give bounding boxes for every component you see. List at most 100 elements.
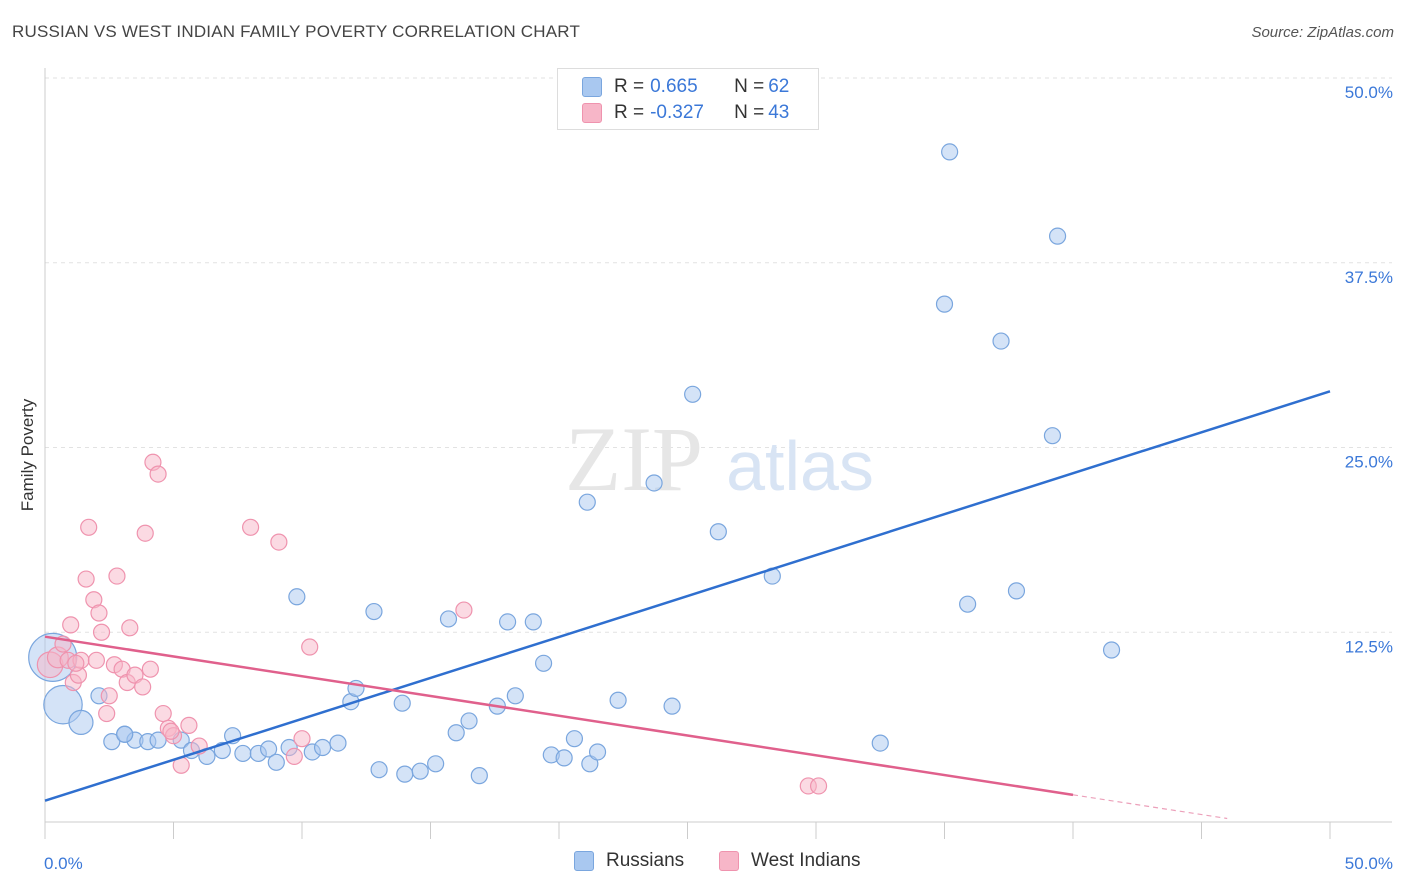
source-label: Source: ZipAtlas.com [1251,24,1394,41]
trend-lines [44,390,1331,820]
russian-point [992,332,1010,350]
russian-point [941,143,959,161]
west-indian-point [92,623,111,641]
russian-point [506,687,524,705]
west-indian-point [108,567,126,585]
russian-point [959,595,977,613]
west-indians-trend-extension [1072,794,1228,820]
russian-point [524,613,542,631]
russian-point [439,610,458,628]
russians-trend-line [44,390,1331,802]
russian-point [313,738,332,757]
russian-point [103,733,121,751]
russian-point [68,709,94,736]
west-indian-point [293,730,311,748]
correlation-legend: R = 0.665 N = 62 R = -0.327 N = 43 [557,68,819,130]
axes [44,68,1392,839]
y-tick-label: 50.0% [1345,83,1393,102]
russian-point [1102,641,1121,659]
west-indian-point [77,570,95,588]
west-indian-point [67,654,85,672]
russian-point [581,755,599,773]
legend-label-russians: Russians [606,850,685,871]
russian-point [871,734,889,752]
russian-point [470,767,488,785]
n-label: N = [734,76,765,97]
r-value: 0.665 [650,76,698,97]
west-indian-point [180,716,198,734]
russian-point [935,295,954,313]
legend-row-west-indians: R = -0.327 N = 43 [582,100,789,126]
west-indian-point [90,604,108,622]
west-indian-point [134,678,152,696]
russian-point [116,725,134,743]
x-tick-label: 0.0% [44,854,83,873]
russian-point [609,691,627,709]
y-tick-label: 25.0% [1345,453,1393,472]
west-indian-point [62,616,80,634]
r-label: R = [614,102,645,123]
y-tick-label: 37.5% [1345,268,1393,287]
russian-point [555,749,573,767]
russian-point [267,753,285,771]
russian-point [565,730,584,748]
west-indian-point [87,651,106,669]
west-indian-point [149,465,167,483]
russian-point [234,744,252,763]
n-label: N = [734,102,765,123]
russian-point [499,613,517,631]
west-indian-point [121,619,139,637]
russian-point [534,654,553,672]
west-indian-point [98,704,116,723]
russian-point [1048,227,1067,245]
legend-label-west-indians: West Indians [751,850,861,871]
russian-point [460,712,478,730]
west-indian-point [809,777,828,795]
russian-point [578,493,596,511]
chart-title: RUSSIAN VS WEST INDIAN FAMILY POVERTY CO… [12,22,581,41]
legend-item-west-indians[interactable]: West Indians [719,850,860,872]
west-indians-swatch [582,103,602,123]
russian-point [329,734,347,752]
russian-point [645,474,663,492]
legend-row-russians: R = 0.665 N = 62 [582,74,789,100]
watermark-zip: ZIP [565,408,703,510]
west-indian-point [162,722,180,740]
n-value: 62 [768,76,790,97]
west-indians-swatch [719,851,739,871]
west-indian-point [136,524,154,542]
legend-item-russians[interactable]: Russians [574,850,684,872]
russians-swatch [574,851,594,871]
russian-point [370,761,388,779]
west-indian-point [80,518,98,536]
west-indian-point [242,518,260,536]
west-indian-point [154,704,172,723]
russian-point [709,523,727,541]
grid-lines [45,77,1392,633]
west-indian-point [455,601,473,619]
russian-point [411,762,429,780]
russian-point [365,602,383,621]
west-indian-point [285,747,303,766]
russian-point [1043,427,1062,445]
russian-point [427,755,445,773]
x-tick-label: 50.0% [1345,854,1393,873]
russian-point [149,731,167,749]
russian-point [663,697,681,715]
n-value: 43 [768,102,790,123]
west-indians-trend-line [44,635,1074,797]
russian-point [684,385,702,403]
russian-point [1007,582,1026,600]
watermark: ZIP atlas [565,408,874,510]
west-indian-point [270,533,288,551]
russian-point [259,740,278,758]
series-legend: Russians West Indians [0,850,1406,878]
russian-point [396,765,414,783]
west-indian-point [301,638,319,656]
russian-point [393,694,411,712]
west-indian-point [126,666,144,684]
y-tick-label: 12.5% [1345,637,1393,656]
russian-point [288,588,306,606]
watermark-atlas: atlas [726,427,874,505]
